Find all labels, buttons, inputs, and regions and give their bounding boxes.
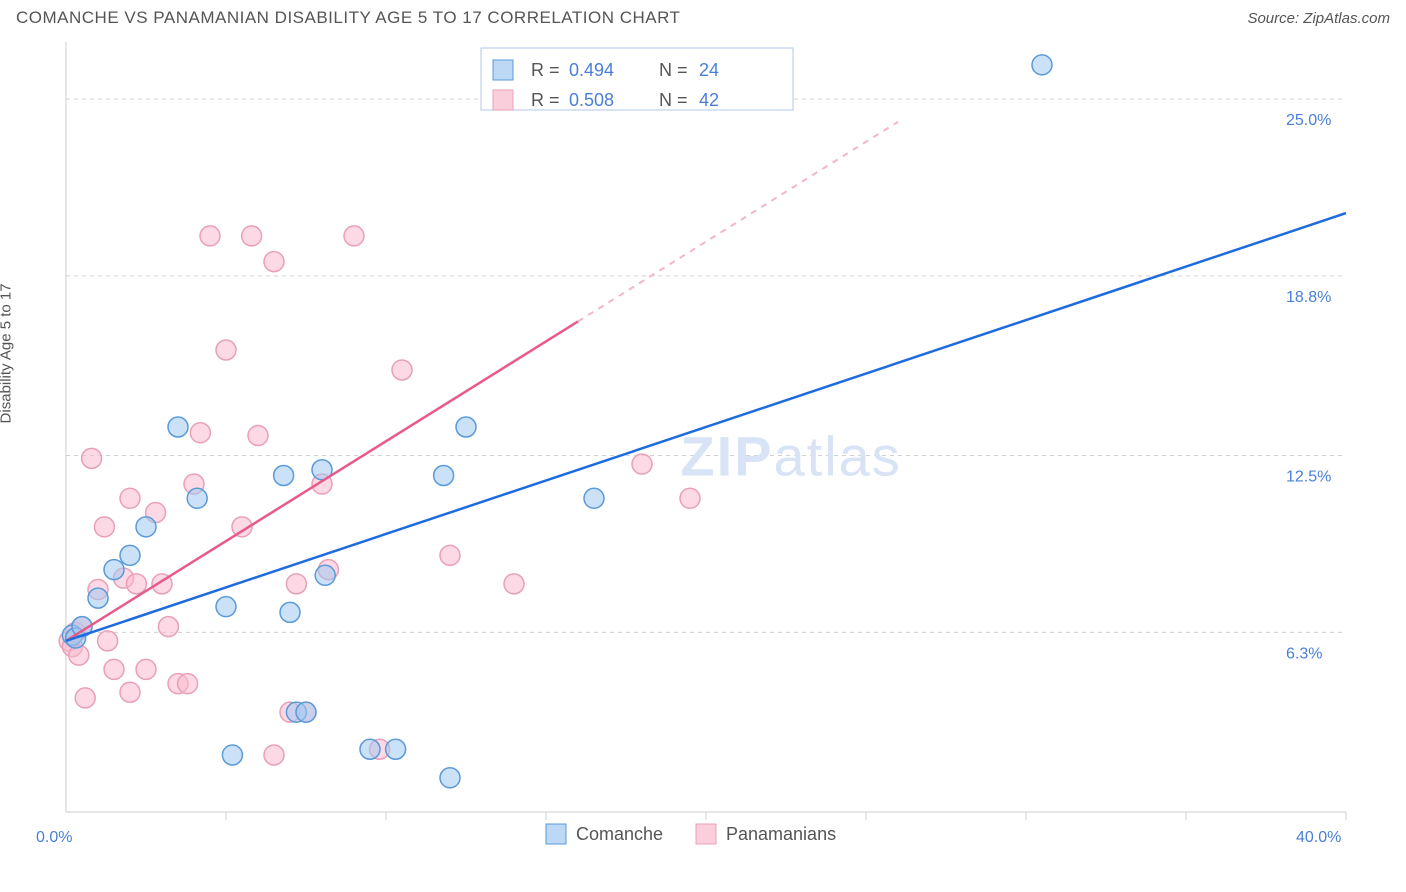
data-point [126, 574, 146, 594]
legend-r-label: R = [531, 60, 560, 80]
data-point [344, 226, 364, 246]
data-point [216, 340, 236, 360]
data-point [88, 588, 108, 608]
data-point [456, 417, 476, 437]
data-point [504, 574, 524, 594]
legend-swatch [696, 824, 716, 844]
data-point [286, 574, 306, 594]
watermark: ZIPatlas [680, 425, 901, 488]
legend-series-label: Comanche [576, 824, 663, 844]
data-point [104, 560, 124, 580]
legend-r-value: 0.494 [569, 60, 614, 80]
data-point [98, 631, 118, 651]
legend-correlation-box [481, 48, 793, 110]
data-point [136, 659, 156, 679]
legend-series-label: Panamanians [726, 824, 836, 844]
data-point [274, 465, 294, 485]
data-point [434, 465, 454, 485]
data-point [82, 448, 102, 468]
data-point [136, 517, 156, 537]
data-point [222, 745, 242, 765]
y-tick-label: 25.0% [1286, 112, 1331, 129]
legend-swatch [493, 60, 513, 80]
x-min-label: 0.0% [36, 829, 72, 846]
legend-n-label: N = [659, 90, 688, 110]
data-point [178, 674, 198, 694]
data-point [1032, 55, 1052, 75]
data-point [632, 454, 652, 474]
legend-r-value: 0.508 [569, 90, 614, 110]
chart-title: COMANCHE VS PANAMANIAN DISABILITY AGE 5 … [16, 8, 680, 28]
legend-r-label: R = [531, 90, 560, 110]
scatter-chart: 6.3% 12.5% 18.8% 25.0% ZIPatlas R = 0.494 N = 24… [16, 32, 1376, 882]
y-tick-label: 12.5% [1286, 469, 1331, 486]
data-point [392, 360, 412, 380]
chart-container: Disability Age 5 to 17 6.3%12.5%18.8%25.… [16, 32, 1390, 882]
trend-line-pink-dash [578, 122, 898, 322]
data-point [248, 426, 268, 446]
legend-swatch [493, 90, 513, 110]
data-point [680, 488, 700, 508]
data-point [187, 488, 207, 508]
data-point [360, 739, 380, 759]
source-label: Source: ZipAtlas.com [1247, 10, 1390, 27]
data-point [200, 226, 220, 246]
data-point [440, 768, 460, 788]
data-point [264, 252, 284, 272]
legend-swatch [546, 824, 566, 844]
legend-n-label: N = [659, 60, 688, 80]
data-point [75, 688, 95, 708]
y-tick-label: 18.8% [1286, 289, 1331, 306]
legend-n-value: 24 [699, 60, 719, 80]
data-point [158, 617, 178, 637]
y-axis-label: Disability Age 5 to 17 [0, 283, 15, 423]
data-point [242, 226, 262, 246]
data-point [296, 702, 316, 722]
x-max-label: 40.0% [1296, 829, 1341, 846]
data-point [120, 488, 140, 508]
data-point [94, 517, 114, 537]
data-point [120, 545, 140, 565]
data-point [120, 682, 140, 702]
legend-n-value: 42 [699, 90, 719, 110]
data-point [584, 488, 604, 508]
trend-line-pink [66, 321, 578, 640]
data-point [104, 659, 124, 679]
data-point [264, 745, 284, 765]
data-point [168, 417, 188, 437]
data-point [280, 602, 300, 622]
data-point [440, 545, 460, 565]
data-point [386, 739, 406, 759]
data-point [315, 565, 335, 585]
data-point [216, 597, 236, 617]
data-point [190, 423, 210, 443]
y-tick-label: 6.3% [1286, 645, 1322, 662]
